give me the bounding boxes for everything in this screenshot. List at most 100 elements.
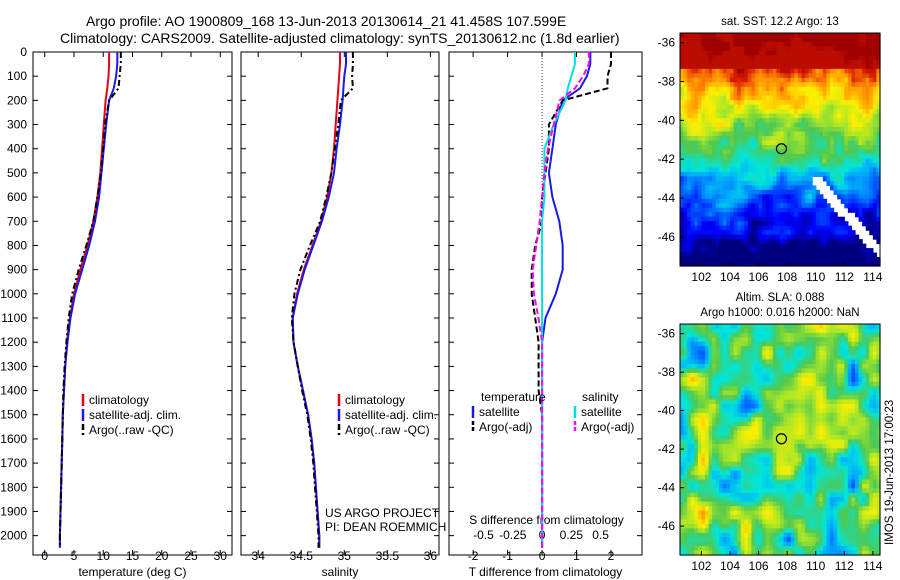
sst-map-cell [805,136,810,142]
sst-map-cell [872,50,878,56]
sla-map-cell [751,461,756,467]
sst-map-cell [697,194,703,200]
sla-map-cell [819,399,824,405]
sla-map-cell [726,368,731,374]
sla-map-cell [740,363,745,370]
sst-map-cell [762,194,767,200]
sla-map-cell [758,386,763,392]
sst-map-cell [787,203,792,209]
sla-map-cell [697,328,703,334]
sst-map-cell [801,104,806,110]
sla-map-cell [837,439,842,445]
sst-map-cell [747,234,753,240]
sla-map-cell [701,386,706,392]
sst-map-cell [705,59,710,65]
sst-map-cell [815,194,820,200]
sst-map-cell [851,77,856,83]
sla-map-cell [772,448,778,454]
sst-map-cell [744,136,749,142]
sla-map-cell [712,399,717,405]
sla-map-cell [872,337,878,343]
sla-map-cell [715,448,720,454]
sla-map-cell [690,417,695,423]
sst-map-cell [844,162,849,169]
sst-map-cell [755,158,760,164]
sst-map-cell [722,145,728,151]
sla-map-cell [872,399,878,405]
sst-map-cell [772,230,778,236]
sst-map-cell [730,68,735,74]
sst-map-cell [876,149,881,155]
sst-map-cell [758,91,763,97]
sst-map-cell [694,127,699,133]
sst-map-cell [783,221,788,227]
sla-map-cell [819,381,824,387]
sst-map-cell [797,46,803,52]
sla-map-cell [794,337,799,343]
sla-map-cell [694,435,699,441]
sla-map-cell [865,381,870,387]
sst-map-cell [855,95,860,101]
sst-map-cell [858,113,863,119]
sst-map-cell [819,207,824,213]
sla-map-cell [722,377,728,383]
sst-map-cell [797,149,803,155]
sst-map-cell [840,37,845,43]
sst-map-cell [722,252,728,258]
sst-map-cell [780,100,785,106]
sla-map-cell [762,412,767,418]
sst-map-cell [826,243,831,249]
sst-map-cell [769,127,774,133]
sst-map-cell [747,225,753,231]
sst-map-cell [762,73,767,79]
sla-map-cell [780,328,785,334]
sst-map-cell [790,234,795,240]
sst-map-cell [876,167,881,173]
sst-map-cell [687,203,692,209]
sla-map-cell [762,324,767,330]
sst-map-cell [862,41,867,48]
sla-map-cell [858,448,863,454]
sst-map-cell [737,46,742,52]
sst-map-cell [855,136,860,142]
sla-map-cell [808,363,813,370]
sst-map-cell [683,203,688,209]
sst-map-cell [808,216,813,222]
sla-map-cell [705,443,710,449]
sst-map-cell [722,257,728,263]
sst-map-cell [797,198,803,204]
sst-map-cell [772,113,778,119]
sla-map-cell [812,412,817,418]
sst-map-cell [847,59,853,65]
sst-map-cell [822,77,828,83]
sst-map-cell [851,64,856,70]
sla-map-cell [726,381,731,387]
sst-map-cell [715,171,720,177]
sla-map-cell [840,372,845,378]
sst-map-cell [862,176,867,182]
sst-map-cell [697,239,703,245]
sst-map-x-tick-label: 110 [806,270,825,284]
sst-map-cell [747,185,753,191]
sla-map-cell [769,359,774,365]
sst-map-cell [708,180,713,186]
sla-map-cell [705,457,710,463]
sst-map-cell [876,153,881,160]
sst-map-cell [776,158,781,164]
sst-map-cell [862,59,867,65]
sst-map-cell [819,59,824,65]
sst-map-cell [733,221,738,227]
sla-map-cell [772,390,778,396]
sla-map-cell [708,426,713,432]
sla-map-cell [833,324,838,330]
sla-map-cell [687,395,692,401]
sst-map-cell [769,140,774,146]
sla-map-cell [822,439,828,445]
sst-map-cell [747,95,753,101]
sst-map-cell [772,153,778,160]
sst-map-cell [819,230,824,236]
sst-map-cell [694,149,699,155]
sst-map-cell [751,225,756,231]
sst-map-cell [780,230,785,236]
